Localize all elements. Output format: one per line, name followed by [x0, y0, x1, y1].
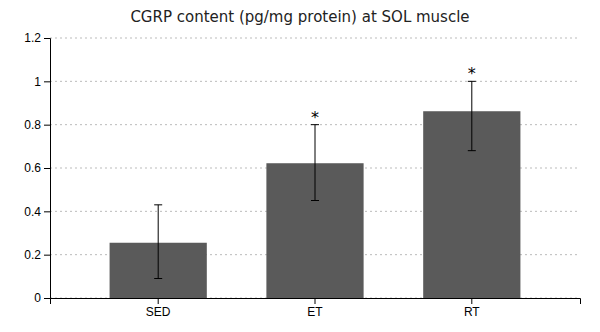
x-tick-mark: [158, 298, 159, 304]
error-cap-lower: [154, 278, 162, 279]
y-tick-mark: [44, 125, 50, 126]
significance-label: *: [311, 108, 319, 127]
y-tick-mark: [44, 81, 50, 82]
x-tick-mark: [471, 298, 472, 304]
x-tick-label: RT: [464, 305, 480, 319]
y-tick-label: 0.4: [24, 205, 41, 219]
x-tick: RT: [464, 298, 480, 319]
grid: [50, 38, 580, 298]
x-tick-label: SED: [146, 305, 171, 319]
x-tick: SED: [146, 298, 171, 319]
x-tick-mark: [315, 298, 316, 304]
y-tick-label: 0.2: [24, 248, 41, 262]
y-tick: 0.6: [24, 161, 50, 175]
error-cap-upper: [154, 204, 162, 205]
y-tick-mark: [44, 298, 50, 299]
plot: 00.20.40.60.811.2SEDETRT**: [24, 31, 580, 318]
chart: CGRP content (pg/mg protein) at SOL musc…: [0, 0, 600, 332]
y-tick: 1: [34, 75, 50, 89]
error-bar: [158, 205, 159, 279]
error-cap-lower: [311, 200, 319, 201]
grid-line: [50, 38, 580, 39]
y-tick: 0: [34, 291, 50, 305]
y-tick: 1.2: [24, 31, 50, 45]
y-tick-label: 1.2: [24, 31, 41, 45]
error-cap-lower: [468, 150, 476, 151]
title: CGRP content (pg/mg protein) at SOL musc…: [130, 8, 469, 26]
x-axis-line: [51, 299, 581, 305]
y-tick-label: 0.6: [24, 161, 41, 175]
x-tick-label: ET: [307, 305, 323, 319]
y-tick: 0.2: [24, 248, 50, 262]
y-tick-mark: [44, 168, 50, 169]
x-tick: ET: [307, 298, 323, 319]
grid-line: [50, 81, 580, 82]
x-axis: SED ET RT: [51, 298, 581, 319]
y-tick-mark: [44, 255, 50, 256]
error-bar: [315, 125, 316, 201]
significance-label: *: [468, 64, 476, 83]
y-tick-mark: [44, 211, 50, 212]
y-axis-line: [44, 39, 51, 299]
annotations: **: [311, 64, 476, 126]
error-bar: [471, 81, 472, 150]
y-tick-label: 0.8: [24, 118, 41, 132]
y-tick-label: 1: [34, 75, 41, 89]
y-tick: 0.8: [24, 118, 50, 132]
y-tick-mark: [44, 38, 50, 39]
y-axis: 0 0.2 0.4 0.6 0.8 1 1.2: [24, 31, 50, 305]
y-tick: 0.4: [24, 205, 50, 219]
marks: [110, 81, 521, 298]
y-tick-label: 0: [34, 291, 41, 305]
